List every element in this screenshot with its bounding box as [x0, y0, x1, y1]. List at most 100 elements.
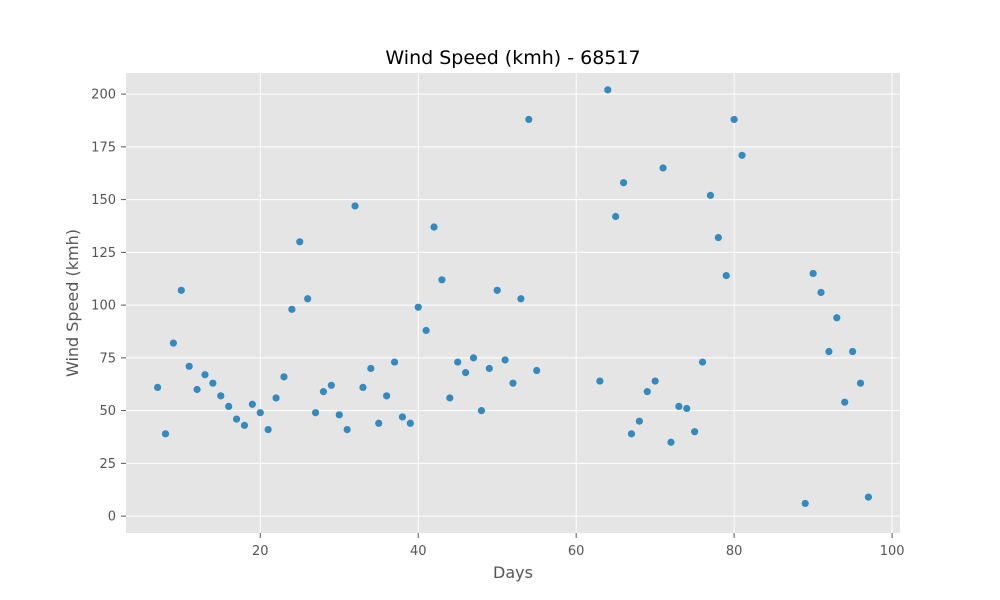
scatter-point [612, 212, 620, 221]
scatter-point [643, 388, 651, 396]
scatter-point [477, 407, 486, 415]
points-layer [153, 86, 873, 508]
scatter-point [635, 417, 643, 425]
scatter-point [272, 394, 280, 402]
scatter-point [240, 421, 249, 429]
scatter-point [469, 354, 478, 362]
scatter-point [627, 430, 636, 438]
scatter-point [722, 271, 730, 280]
scatter-point [659, 164, 667, 172]
scatter-point [390, 358, 399, 366]
grid-layer [126, 73, 900, 533]
scatter-point [825, 347, 833, 356]
scatter-point [841, 398, 849, 406]
scatter-point [801, 499, 809, 508]
x-tick-label: 80 [726, 544, 743, 559]
scatter-point [161, 430, 170, 438]
scatter-point [209, 379, 217, 387]
scatter-point [604, 86, 612, 94]
scatter-point [327, 381, 335, 389]
y-tick-label: 75 [99, 351, 116, 366]
scatter-point [280, 373, 288, 381]
scatter-point [619, 179, 628, 187]
scatter-point [422, 326, 430, 335]
scatter-point [706, 191, 715, 199]
scatter-point [335, 411, 343, 419]
tick-layer: 20 40 60 80 100 0 25 50 75 100 125 150 175 200 [91, 88, 904, 559]
x-tick-label: 40 [410, 544, 427, 559]
scatter-point [849, 347, 857, 356]
scatter-point [509, 379, 517, 387]
scatter-point [730, 115, 738, 124]
y-tick-label: 0 [108, 510, 116, 525]
scatter-point [817, 288, 825, 297]
y-tick-label: 50 [99, 404, 116, 419]
scatter-point [651, 377, 659, 385]
scatter-point [185, 362, 193, 370]
scatter-point [809, 269, 817, 278]
y-tick-label: 100 [91, 299, 116, 314]
scatter-point [596, 377, 604, 385]
scatter-point [343, 426, 351, 434]
scatter-point [683, 404, 691, 413]
scatter-point [517, 295, 525, 303]
y-tick-label: 175 [91, 140, 116, 155]
scatter-point [311, 409, 320, 417]
scatter-point [169, 339, 177, 347]
scatter-point [501, 356, 509, 364]
scatter-point [288, 305, 296, 313]
scatter-point [454, 358, 462, 366]
scatter-point [856, 379, 865, 387]
x-tick-label: 60 [568, 544, 585, 559]
scatter-point [264, 426, 272, 434]
scatter-point [177, 286, 185, 294]
scatter-point [833, 314, 841, 322]
x-tick-label: 100 [880, 544, 905, 559]
scatter-point [383, 392, 391, 400]
scatter-point [738, 151, 746, 159]
scatter-point [446, 394, 454, 402]
scatter-point [153, 383, 162, 392]
scatter-point [351, 202, 359, 210]
scatter-point [533, 366, 541, 375]
scatter-point [406, 419, 414, 427]
scatter-point [296, 238, 304, 246]
x-tick-label: 20 [252, 544, 269, 559]
scatter-point [667, 438, 675, 446]
scatter-point [367, 364, 375, 373]
scatter-point [359, 383, 367, 392]
scatter-point [193, 385, 201, 394]
scatter-point [232, 415, 241, 423]
scatter-point [319, 388, 328, 396]
scatter-point [493, 286, 501, 294]
scatter-point [256, 409, 264, 417]
scatter-point [201, 371, 209, 379]
scatter-point [698, 358, 707, 366]
scatter-point [304, 295, 312, 303]
scatter-point [398, 413, 407, 421]
scatter-point [714, 233, 722, 242]
scatter-point [691, 428, 699, 436]
scatter-point [438, 276, 446, 284]
scatter-point [675, 402, 683, 410]
scatter-point [375, 419, 383, 427]
scatter-point [525, 115, 533, 124]
y-tick-label: 150 [91, 193, 116, 208]
x-axis-label: Days [493, 563, 533, 582]
y-tick-label: 125 [91, 246, 116, 261]
scatter-point [485, 364, 493, 373]
scatter-point [462, 369, 470, 377]
scatter-point [414, 303, 422, 311]
y-tick-label: 25 [99, 457, 116, 472]
scatter-point [217, 392, 225, 400]
scatter-point [430, 223, 438, 231]
chart-title: Wind Speed (kmh) - 68517 [385, 47, 640, 69]
y-tick-label: 200 [91, 88, 116, 103]
scatter-point [225, 402, 233, 410]
y-axis-label: Wind Speed (kmh) [63, 229, 82, 377]
scatter-point [248, 400, 256, 408]
scatter-point [864, 493, 873, 501]
plot-background [126, 73, 900, 533]
